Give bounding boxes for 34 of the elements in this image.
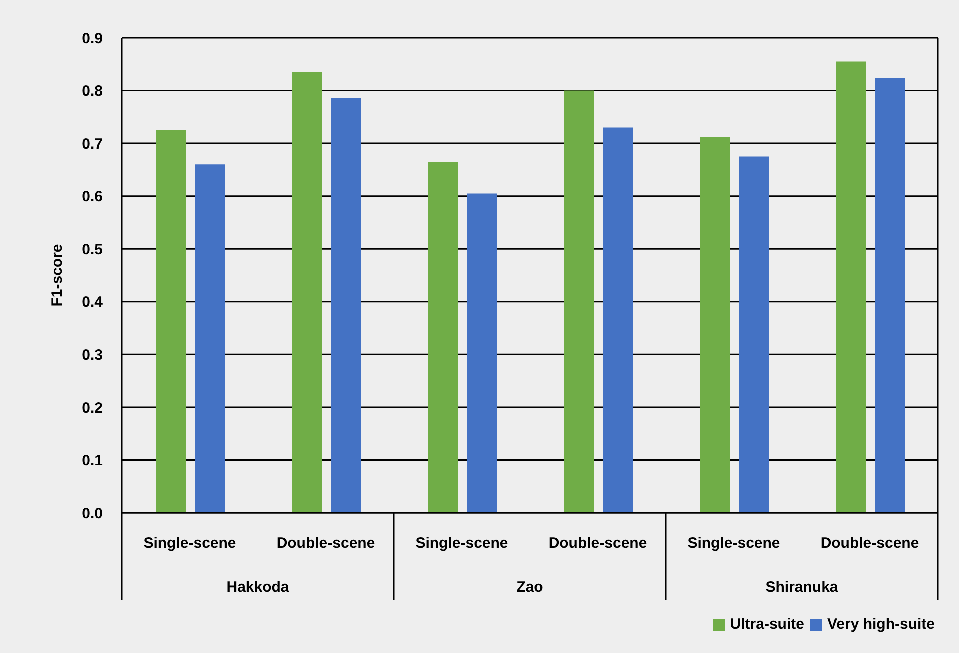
y-tick-label: 0.9 — [82, 30, 103, 48]
y-tick-label: 0.3 — [82, 346, 103, 364]
y-tick-label: 0.1 — [82, 452, 103, 470]
bar — [700, 137, 730, 513]
x-tick-label: Double-scene — [548, 535, 648, 552]
y-tick-label: 0.6 — [82, 188, 103, 206]
bar — [428, 162, 458, 513]
y-tick-label: 0.5 — [82, 241, 103, 258]
y-axis-title: F1-score — [48, 244, 66, 307]
bar — [292, 72, 322, 513]
x-tick-label: Single-scene — [416, 535, 508, 552]
y-tick-label: 0.4 — [82, 294, 104, 312]
x-tick-label: Single-scene — [688, 535, 780, 552]
bar — [467, 194, 497, 513]
x-tick-label: Double-scene — [276, 535, 376, 552]
legend-label: Very high-suite — [827, 616, 935, 633]
y-tick-label: 0.2 — [82, 400, 103, 417]
bar — [564, 90, 594, 513]
bar — [331, 98, 361, 513]
bar — [603, 128, 633, 513]
y-tick-label: 0.0 — [82, 505, 103, 522]
text: Shiranuka — [766, 579, 839, 596]
bar — [739, 156, 769, 513]
bar — [195, 164, 225, 513]
legend-label: Ultra-suite — [730, 616, 804, 633]
text: Hakkoda — [226, 579, 290, 596]
x-tick-label: Double-scene — [820, 535, 920, 552]
text: Zao — [516, 579, 544, 596]
y-tick-label: 0.7 — [82, 136, 103, 153]
bar — [156, 130, 186, 513]
x-tick-label: Single-scene — [144, 535, 236, 552]
bar — [875, 78, 905, 513]
y-tick-label: 0.8 — [82, 83, 103, 100]
bar — [836, 62, 866, 513]
